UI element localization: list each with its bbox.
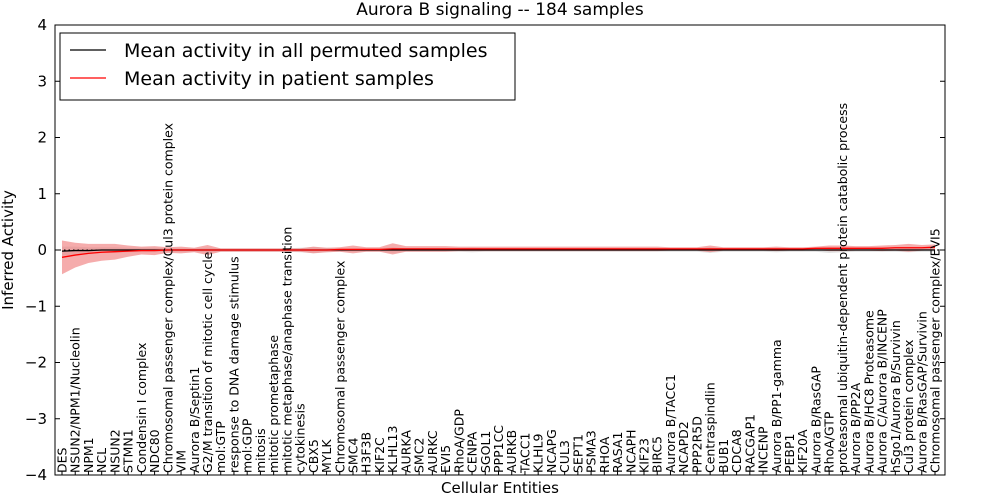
x-tick-label: NPM1 (81, 437, 96, 473)
legend-label-permuted: Mean activity in all permuted samples (124, 40, 487, 62)
x-tick-label: Aurora B/HC8 Proteasome (861, 310, 876, 473)
x-tick-label: BUB1 (716, 439, 731, 473)
x-tick-label: RACGAP1 (742, 414, 757, 473)
x-tick-label: mitotic metaphase/anaphase transition (279, 227, 294, 473)
patient-mean-line (61, 246, 936, 258)
x-tick-label: Chromosomal passenger complex/Cul3 prote… (160, 123, 175, 473)
patient-band (62, 240, 935, 275)
y-tick-label: −3 (25, 410, 47, 428)
x-tick-label: response to DNA damage stimulus (226, 256, 241, 473)
x-tick-label: SEPT1 (570, 434, 585, 473)
plot-frame (54, 24, 946, 476)
legend-label-patient: Mean activity in patient samples (124, 68, 434, 90)
x-tick-label: CDCA8 (729, 429, 744, 473)
x-tick-label: KIF2C (372, 437, 387, 473)
x-tick-label: Aurora B/PP2A (848, 382, 863, 473)
x-tick-label: NDC80 (147, 429, 162, 473)
x-tick-label: Aurora B/TACC1 (663, 374, 678, 473)
legend: Mean activity in all permuted samples Me… (59, 32, 516, 101)
x-tick-label: H3F3B (359, 432, 374, 473)
x-tick-label: AURKA (398, 430, 413, 473)
x-tick-label: mitosis (253, 428, 268, 473)
x-tick-label: Condensin I complex (134, 343, 149, 473)
x-tick-label: mol:GDP (240, 418, 255, 473)
x-tick-label: NCAPG (544, 429, 559, 473)
x-tick-label: SGOL1 (478, 431, 493, 473)
x-tick-label: SMC2 (412, 438, 427, 473)
x-tick-label: VIM (174, 450, 189, 473)
x-tick-label: TACC1 (517, 433, 532, 474)
y-tick-label: 4 (37, 16, 47, 34)
x-tick-label: mitotic prometaphase (266, 335, 281, 473)
x-tick-label: RASA1 (610, 432, 625, 473)
x-tick-label: BIRC5 (650, 436, 665, 473)
x-tick-label: RHOA (597, 436, 612, 473)
x-tick-label: Aurora B/RasGAP/Survivin (914, 311, 929, 473)
x-tick-label: NCAPH (623, 429, 638, 473)
x-tick-label: NCAPD2 (676, 421, 691, 473)
x-axis-label: Cellular Entities (441, 479, 559, 497)
x-tick-label: SMC4 (346, 438, 361, 473)
x-tick-label: RhoA/GTP (822, 411, 837, 473)
x-tick-label: KIF23 (637, 438, 652, 473)
x-tick-label: PEBP1 (782, 433, 797, 473)
x-tick-label: CBX5 (306, 439, 321, 473)
x-tick-label: AURKB (504, 430, 519, 473)
x-tick-label: cytokinesis (293, 403, 308, 473)
y-tick-label: 0 (37, 241, 47, 259)
x-tick-label: KIF20A (795, 429, 810, 473)
x-tick-label: Chromosomal passenger complex/EVI5 (928, 228, 943, 473)
x-tick-label: Aurora B/RasGAP (808, 366, 823, 473)
y-tick-label: 3 (37, 72, 47, 90)
x-tick-label: proteasomal ubiquitin-dependent protein … (835, 103, 850, 473)
y-axis-label: Inferred Activity (0, 190, 17, 310)
x-tick-label: KLHL9 (531, 433, 546, 473)
x-tick-label: KLHL13 (385, 426, 400, 473)
x-tick-label: mol:GTP (213, 421, 228, 473)
x-tick-label: Cul3 protein complex (901, 340, 916, 473)
x-tick-label: MYLK (319, 439, 334, 473)
x-tick-label: PPP1CC (491, 425, 506, 473)
x-tick-label: EVI5 (438, 445, 453, 473)
y-tick-label: 2 (37, 129, 47, 147)
x-tick-label: NCL (94, 448, 109, 473)
x-tick-label: AURKC (425, 430, 440, 473)
x-tick-label: DES (55, 447, 70, 473)
x-tick-label: hSgo1/Aurora B/Survivin (888, 320, 903, 473)
x-tick-label: CUL3 (557, 440, 572, 473)
legend-box (59, 32, 516, 101)
x-tick-label: NSUN2/NPM1/Nucleolin (68, 327, 83, 473)
y-tick-label: −4 (25, 466, 47, 484)
x-tick-label: PSMA3 (584, 430, 599, 473)
x-tick-label: PPP2R5D (689, 416, 704, 473)
x-tick-label: STMN1 (121, 429, 136, 473)
y-tick-label: −1 (25, 297, 47, 315)
x-tick-label: G2/M transition of mitotic cell cycle (200, 251, 215, 473)
x-tick-label: Aurora B/Septin1 (187, 367, 202, 473)
x-tick-label: Centraspindlin (703, 382, 718, 473)
chart-title: Aurora B signaling -- 184 samples (356, 0, 644, 20)
y-tick-label: −2 (25, 354, 47, 372)
x-tick-label: Chromosomal passenger complex (332, 261, 347, 473)
y-tick-label: 1 (37, 185, 47, 203)
x-tick-label: INCENP (756, 426, 771, 473)
x-tick-label: Aurora C/Aurora B/INCENP (875, 309, 890, 473)
x-tick-label: CENPA (465, 431, 480, 473)
x-tick-label: NSUN2 (107, 429, 122, 473)
x-tick-label: Aurora B/PP1-gamma (769, 339, 784, 473)
x-tick-label: RhoA/GDP (451, 409, 466, 473)
